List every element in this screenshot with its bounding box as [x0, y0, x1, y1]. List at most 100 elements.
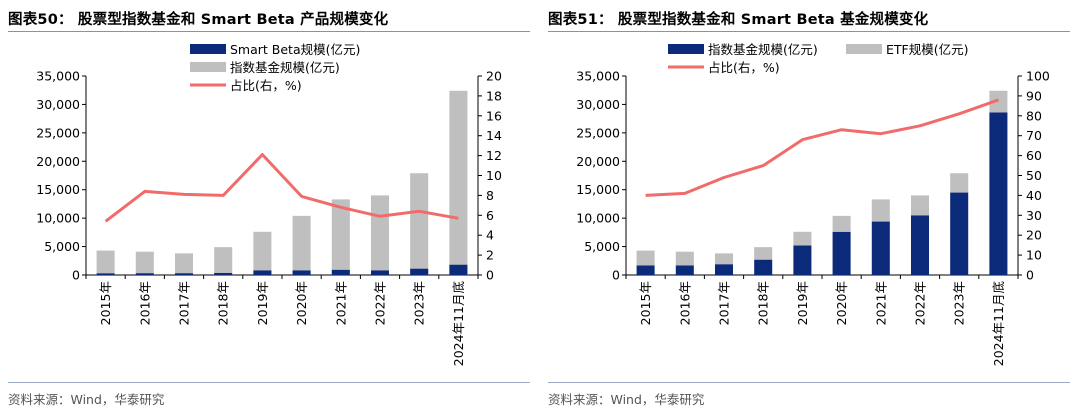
right-tick-label: 70: [1026, 128, 1042, 143]
x-tick-label: 2015年: [98, 281, 113, 325]
ratio-line: [104, 153, 459, 223]
left-tick-label: 25,000: [36, 125, 80, 140]
x-tick-label: 2019年: [795, 281, 810, 325]
etf-bar: [989, 90, 1008, 113]
left-tick-label: 0: [612, 268, 620, 283]
etf-bar: [754, 247, 773, 260]
right-tick-label: 30: [1026, 208, 1042, 223]
index-fund-bar: [871, 221, 890, 275]
smart-beta-bar: [370, 270, 390, 275]
x-tick-label: 2018年: [216, 281, 231, 325]
title-divider: [8, 31, 530, 32]
index-fund-bar: [449, 90, 468, 275]
index-fund-bar: [675, 265, 694, 275]
left-tick-label: 30,000: [576, 97, 620, 112]
index-fund-bar: [754, 259, 773, 275]
index-fund-bar: [253, 231, 272, 275]
left-tick-label: 15,000: [36, 182, 80, 197]
legend-swatch: [190, 62, 226, 72]
legend-swatch: [846, 44, 882, 54]
right-tick-label: 8: [486, 188, 494, 203]
figure-title: 图表51： 股票型指数基金和 Smart Beta 基金规模变化: [548, 12, 929, 28]
smart-beta-bar: [331, 269, 350, 275]
index-fund-bar: [793, 245, 812, 275]
legend-label: 占比(右，%): [708, 60, 780, 75]
legend-label: 指数基金规模(亿元): [708, 42, 818, 57]
index-fund-bar: [370, 195, 390, 275]
right-tick-label: 2: [486, 248, 494, 263]
smart-beta-bar: [135, 273, 154, 275]
left-tick-label: 35,000: [576, 69, 620, 84]
left-tick-label: 10,000: [36, 211, 80, 226]
right-tick-label: 60: [1026, 148, 1042, 163]
x-tick-label: 2023年: [952, 281, 967, 325]
index-fund-bar: [214, 247, 233, 275]
left-tick-label: 5,000: [584, 239, 620, 254]
right-tick-label: 4: [486, 228, 494, 243]
x-tick-label: 2023年: [412, 281, 427, 325]
index-fund-bar: [292, 215, 311, 275]
left-tick-label: 30,000: [36, 97, 80, 112]
x-tick-label: 2016年: [677, 281, 692, 325]
smart-beta-bar: [174, 273, 194, 275]
right-tick-label: 10: [1026, 248, 1042, 263]
smart-beta-bar: [292, 270, 311, 275]
right-tick-label: 40: [1026, 188, 1042, 203]
left-figure-panel: 图表50： 股票型指数基金和 Smart Beta 产品规模变化 0 5,000 1…: [8, 0, 533, 411]
right-tick-label: 16: [486, 108, 502, 123]
figure-title: 图表50： 股票型指数基金和 Smart Beta 产品规模变化: [8, 12, 389, 28]
index-fund-bar: [174, 253, 194, 275]
smart-beta-bar: [214, 273, 233, 275]
index-fund-bar: [135, 251, 154, 275]
chart-svg: 0 5,000 10,000 15,000 20,000 25,000 30,000 35,0…: [576, 42, 1050, 366]
index-fund-bar: [96, 250, 115, 275]
title-divider: [548, 31, 1070, 32]
right-tick-label: 12: [486, 148, 502, 163]
legend-label: ETF规模(亿元): [886, 42, 968, 57]
footer-divider: [8, 382, 530, 383]
left-tick-label: 10,000: [576, 211, 620, 226]
x-tick-label: 2020年: [834, 281, 849, 325]
right-tick-label: 6: [486, 208, 494, 223]
smart-beta-bar: [449, 264, 468, 275]
right-tick-label: 20: [486, 69, 502, 84]
x-tick-label: 2021年: [873, 281, 888, 325]
x-tick-label: 2018年: [756, 281, 771, 325]
index-fund-bar: [989, 112, 1008, 275]
right-tick-label: 50: [1026, 168, 1042, 183]
index-fund-bar: [950, 192, 969, 275]
smart-beta-bar: [253, 270, 272, 275]
index-fund-bar: [714, 264, 734, 275]
ratio-line: [645, 98, 999, 197]
etf-bar: [950, 173, 969, 193]
right-figure-panel: 图表51： 股票型指数基金和 Smart Beta 基金规模变化 0 5,000 1…: [548, 0, 1073, 411]
index-fund-bar: [832, 231, 851, 275]
left-tick-label: 35,000: [36, 69, 80, 84]
x-tick-label: 2022年: [913, 281, 928, 325]
right-tick-label: 100: [1026, 69, 1050, 84]
source-note: 资料来源：Wind，华泰研究: [548, 392, 705, 407]
x-tick-label: 2017年: [717, 281, 732, 325]
legend-label: 指数基金规模(亿元): [230, 60, 340, 75]
source-note: 资料来源：Wind，华泰研究: [8, 392, 165, 407]
right-tick-label: 14: [486, 128, 502, 143]
x-tick-label: 2017年: [177, 281, 192, 325]
index-fund-bar: [910, 215, 930, 275]
smart-beta-bar: [96, 273, 115, 275]
index-fund-bar: [410, 173, 429, 275]
right-tick-label: 0: [1026, 268, 1034, 283]
x-tick-label: 2024年11月底: [991, 281, 1006, 366]
right-tick-label: 80: [1026, 108, 1042, 123]
etf-bar: [871, 199, 890, 222]
right-tick-label: 10: [486, 168, 502, 183]
etf-bar: [793, 231, 812, 246]
left-tick-label: 20,000: [36, 154, 80, 169]
legend-label: Smart Beta规模(亿元): [230, 42, 360, 57]
legend-label: 占比(右，%): [230, 78, 302, 93]
index-fund-bar: [331, 199, 350, 275]
x-tick-label: 2015年: [638, 281, 653, 325]
x-tick-label: 2020年: [294, 281, 309, 325]
left-tick-label: 20,000: [576, 154, 620, 169]
x-tick-label: 2016年: [137, 281, 152, 325]
etf-bar: [832, 215, 851, 232]
